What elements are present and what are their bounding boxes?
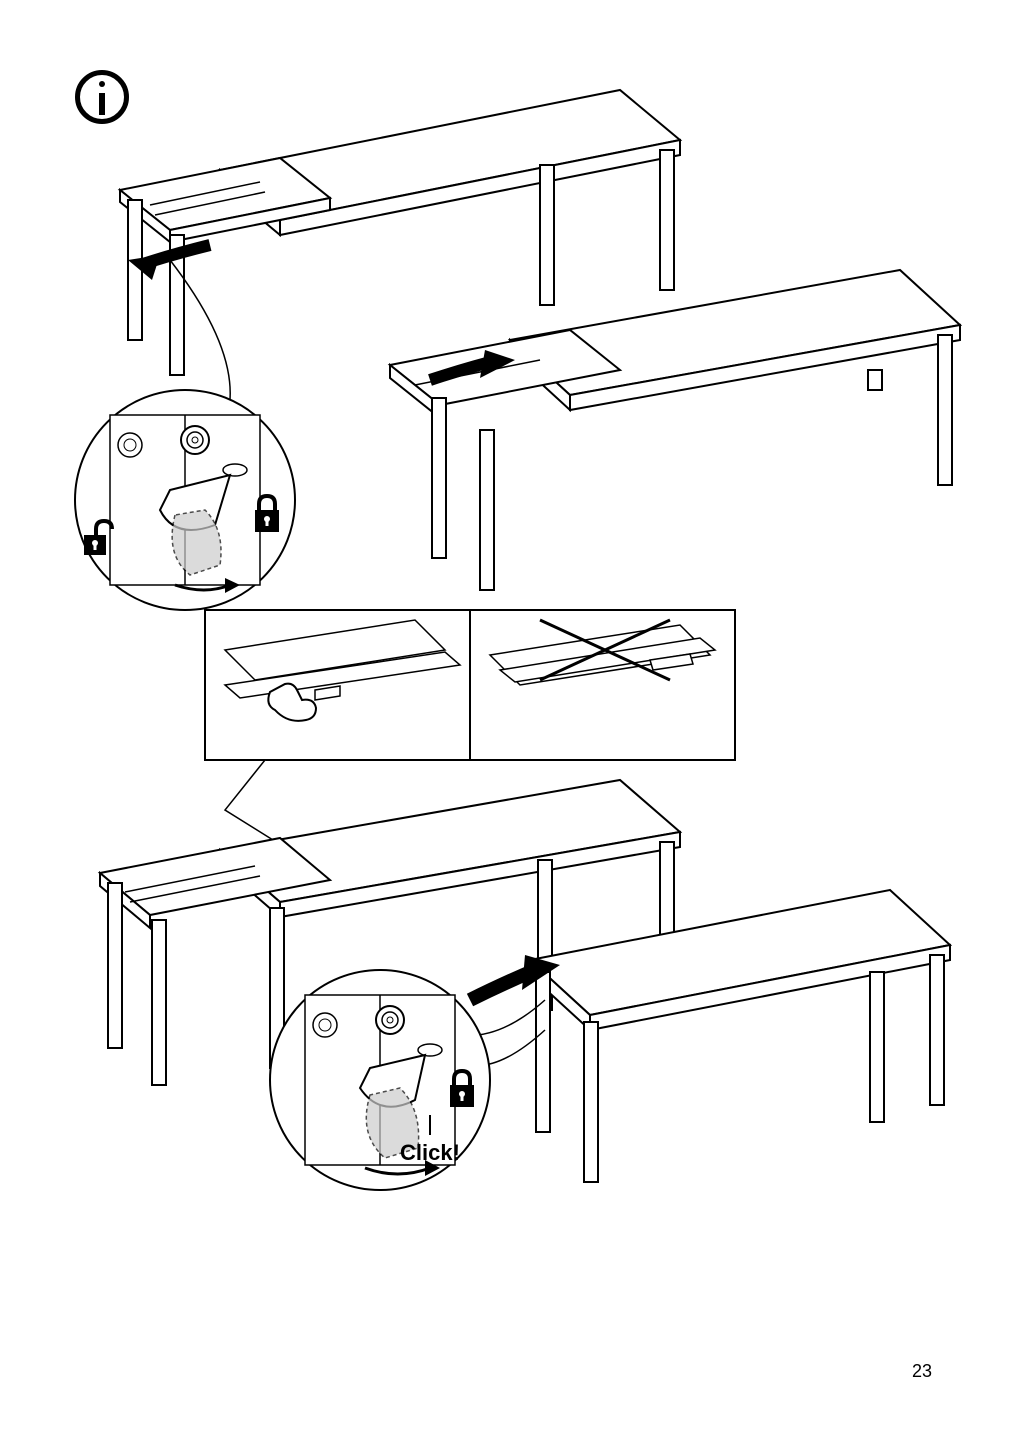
assembly-diagram xyxy=(0,0,1012,1432)
page-number: 23 xyxy=(912,1361,932,1382)
instruction-page: Click! 23 xyxy=(0,0,1012,1432)
table-leaf-sliding xyxy=(390,270,960,590)
click-label: Click! xyxy=(400,1140,460,1166)
